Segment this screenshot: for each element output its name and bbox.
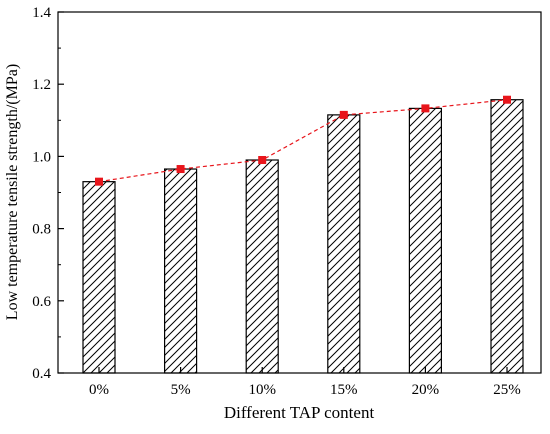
y-tick-label: 0.6 [32,294,51,310]
marker-10% [258,156,267,165]
bar-0% [82,181,116,374]
y-axis-label: Low temperature tensile strength/(MPa) [4,64,21,320]
y-tick-label: 1.4 [32,5,51,21]
marker-5% [176,165,185,174]
x-tick-label: 10% [248,382,276,398]
marker-15% [339,110,348,119]
x-tick-label: 0% [89,382,109,398]
bar-10% [245,159,279,374]
bar-15% [327,114,361,374]
x-tick-label: 15% [330,382,358,398]
y-tick-label: 1.0 [32,149,51,165]
trend-line-group [95,95,511,186]
x-axis-label: Different TAP content [224,403,375,422]
x-tick-label: 25% [493,382,521,398]
trend-line [98,99,508,183]
bars-group [82,99,524,374]
y-tick-label: 0.8 [32,222,51,238]
plot-frame [57,11,542,374]
marker-20% [421,104,430,113]
y-tick-label: 1.2 [32,77,51,93]
bar-20% [408,107,442,374]
y-tick-label: 0.4 [32,366,51,382]
x-axis: 0% 5% 10% 15% 20% 25% [89,367,521,398]
bar-5% [164,168,198,374]
marker-25% [503,95,511,104]
bar-25% [490,99,524,374]
y-axis: 0.4 0.6 0.8 1.0 1.2 1.4 [32,5,64,382]
marker-0% [95,177,103,186]
x-tick-label: 5% [171,382,191,398]
x-tick-label: 20% [412,382,440,398]
